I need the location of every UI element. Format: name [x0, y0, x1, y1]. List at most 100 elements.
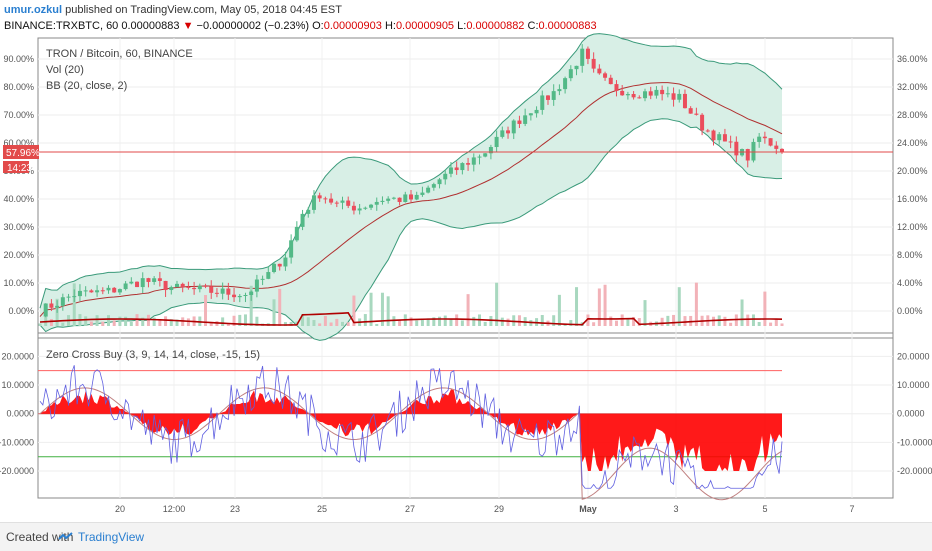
candle-body — [557, 89, 562, 92]
volume-bar — [740, 299, 744, 326]
candle-body — [266, 272, 271, 279]
candle-body — [414, 194, 419, 200]
high-label: H: — [384, 20, 396, 32]
candle-body — [471, 157, 476, 165]
candle-body — [306, 209, 311, 214]
volume-bar — [637, 318, 641, 326]
volume-bar — [780, 323, 784, 326]
osc-right-tick: 0.0000 — [897, 409, 925, 419]
tradingview-link[interactable]: TradingView — [78, 530, 145, 544]
candle-body — [140, 278, 145, 288]
axes: 90.00%80.00%70.00%60.00%50.00%40.00%30.0… — [0, 54, 932, 514]
volume-bar — [757, 322, 761, 326]
candle-body — [545, 95, 550, 100]
volume-bar — [626, 318, 630, 326]
candle-body — [300, 213, 305, 227]
candle-body — [517, 120, 522, 124]
candle-body — [711, 130, 716, 141]
candle-body — [169, 287, 174, 291]
volume-bar — [609, 316, 613, 326]
osc-left-tick: -20.0000 — [0, 466, 34, 476]
candle-body — [380, 200, 385, 202]
right-axis-tick: 32.00% — [897, 82, 928, 92]
open-label: O: — [312, 20, 324, 32]
right-axis-tick: 0.00% — [897, 306, 923, 316]
volume-bar — [557, 294, 561, 326]
candle-body — [722, 134, 727, 142]
volume-bar — [426, 318, 430, 326]
candle-body — [163, 280, 168, 291]
legend-osc[interactable]: Zero Cross Buy (3, 9, 14, 14, close, -15… — [46, 349, 260, 361]
volume-bar — [124, 316, 128, 326]
legend-title[interactable]: TRON / Bitcoin, 60, BINANCE — [46, 48, 193, 60]
volume-bar — [38, 323, 42, 326]
price-change: −0.00000002 (−0.23%) — [196, 20, 310, 32]
volume-bar — [318, 323, 322, 326]
candle-body — [591, 58, 596, 69]
candle-body — [157, 278, 162, 281]
candle-body — [677, 93, 682, 100]
osc-left-tick: 20.0000 — [1, 351, 34, 361]
candle-body — [77, 290, 82, 297]
published-text: published on TradingView.com, May 05, 20… — [65, 4, 342, 16]
x-axis-tick: 29 — [494, 504, 504, 514]
left-axis-tick: 60.00% — [3, 138, 34, 148]
volume-bar — [204, 295, 208, 326]
candle-body — [60, 297, 65, 306]
volume-bar — [363, 314, 367, 326]
volume-bar — [592, 322, 596, 326]
volume-bar — [751, 314, 755, 326]
candle-body — [608, 77, 613, 85]
candle-body — [500, 130, 505, 137]
osc-left-tick: 0.0000 — [6, 409, 34, 419]
candle-body — [648, 91, 653, 96]
volume-bar — [232, 315, 236, 326]
bb-lower — [39, 118, 783, 341]
candle-body — [329, 198, 334, 203]
legend-bb[interactable]: BB (20, close, 2) — [46, 80, 127, 92]
candle-body — [694, 113, 699, 115]
volume-bar — [420, 319, 424, 326]
right-axis-tick: 24.00% — [897, 138, 928, 148]
chart-canvas[interactable]: 90.00%80.00%70.00%60.00%50.00%40.00%30.0… — [0, 0, 932, 522]
volume-bar — [283, 322, 287, 326]
volume-bar — [586, 314, 590, 326]
right-axis-tick: 4.00% — [897, 278, 923, 288]
volume-bar — [72, 283, 76, 326]
candle-body — [540, 95, 545, 110]
candle-body — [762, 136, 767, 139]
time-badge-text: 14:23 — [7, 163, 32, 174]
volume-bar — [101, 321, 105, 326]
candle-body — [757, 136, 762, 142]
volume-bar — [500, 317, 504, 326]
candle-body — [437, 179, 442, 185]
volume-bar — [443, 315, 447, 326]
candle-body — [768, 138, 773, 146]
volume-bar — [141, 317, 145, 326]
candle-body — [277, 263, 282, 267]
volume-bar — [152, 317, 156, 326]
candle-body — [123, 283, 128, 290]
bb-fill — [40, 33, 782, 341]
volume-bar — [175, 319, 179, 326]
candle-body — [431, 184, 436, 188]
legend-vol[interactable]: Vol (20) — [46, 64, 84, 76]
volume-bar — [341, 321, 345, 326]
right-axis-tick: 8.00% — [897, 250, 923, 260]
candle-body — [506, 130, 511, 134]
x-axis-tick: 27 — [405, 504, 415, 514]
candle-body — [237, 295, 242, 298]
tradingview-logo-icon — [58, 532, 73, 540]
candle-body — [574, 65, 579, 70]
volume-bar — [432, 317, 436, 326]
volume-bar — [769, 322, 773, 326]
candle-body — [391, 197, 396, 199]
candle-body — [682, 93, 687, 109]
oscillator-line — [39, 365, 783, 489]
author-link[interactable]: umur.ozkul — [4, 4, 63, 16]
candle-body — [665, 93, 670, 95]
candle-body — [351, 205, 356, 211]
candle-body — [106, 287, 111, 291]
volume-bar — [774, 319, 778, 326]
volume-bar — [146, 314, 150, 326]
